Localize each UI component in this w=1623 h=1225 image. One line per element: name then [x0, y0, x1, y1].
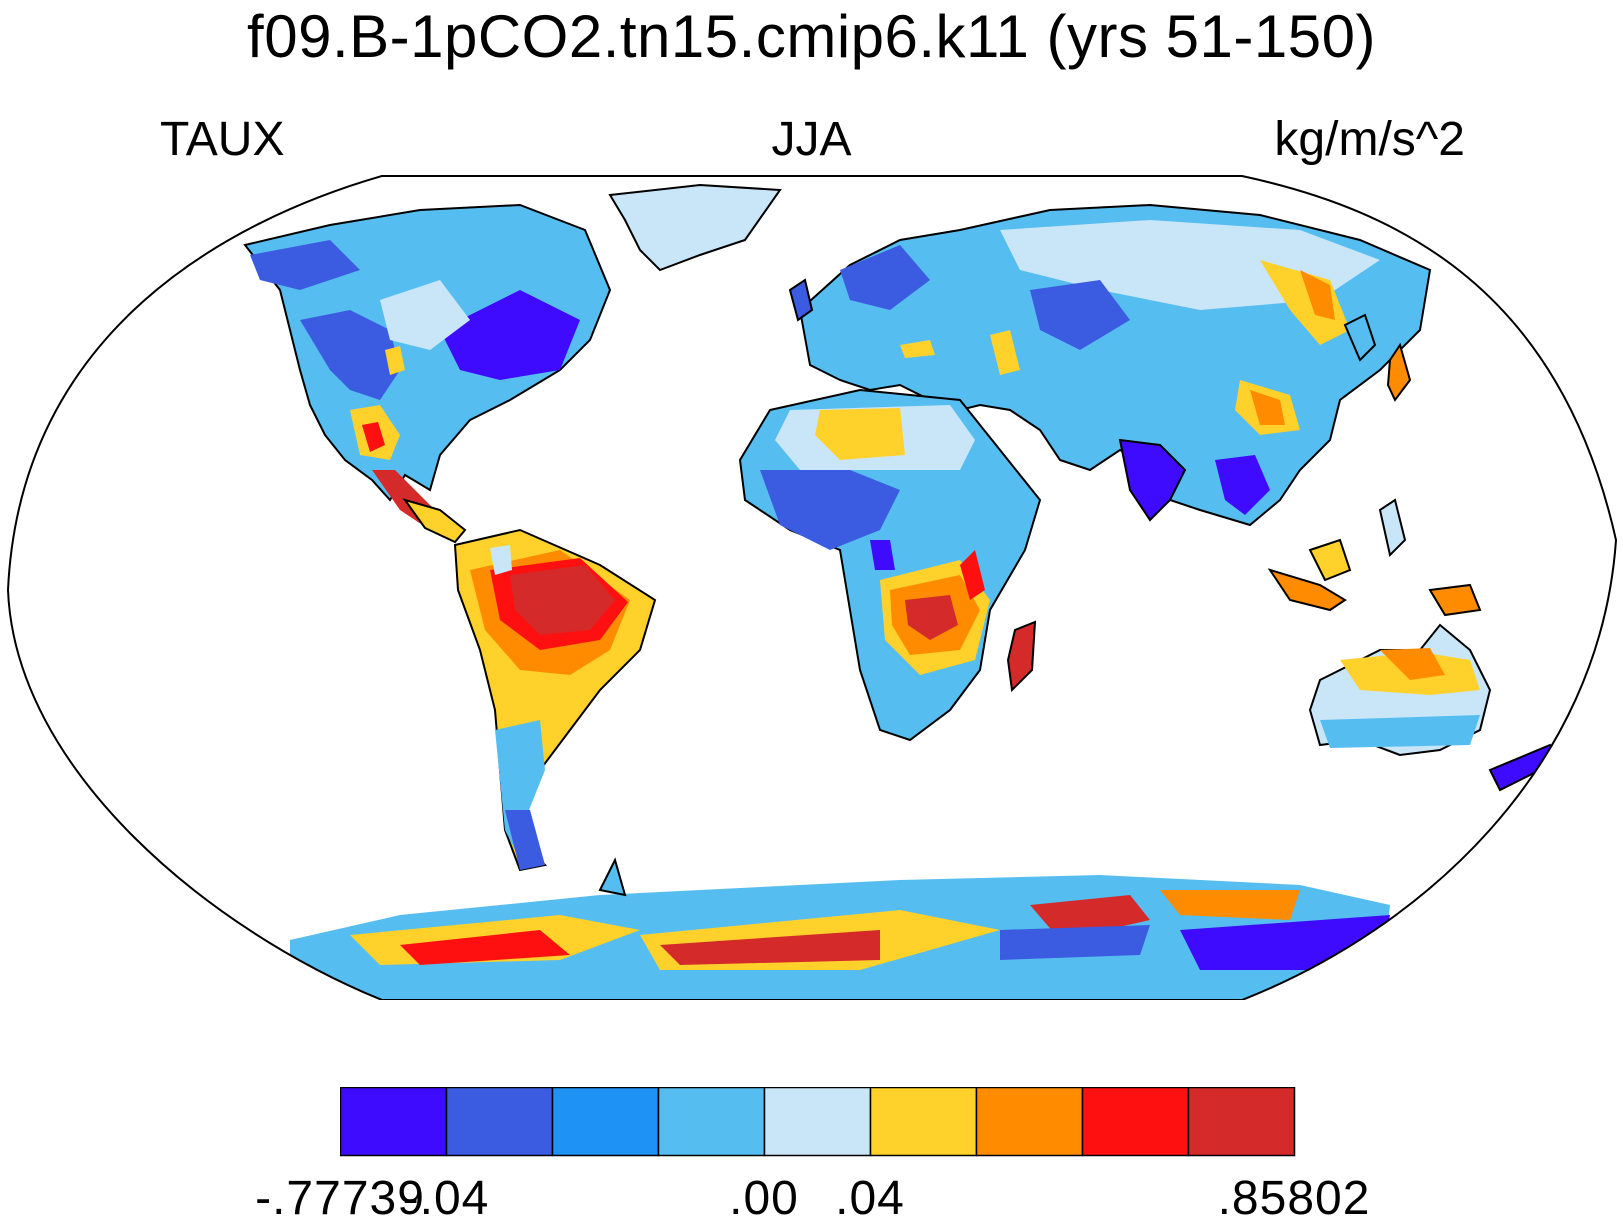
colorbar-swatch [445, 1087, 554, 1157]
colorbar-tick-label: -.77739 [255, 1172, 425, 1225]
colorbar-tick-label: .04 [835, 1172, 905, 1225]
colorbar [340, 1087, 1296, 1157]
colorbar-swatch [1081, 1087, 1190, 1157]
colorbar-tick-label: .85802 [1217, 1172, 1371, 1225]
colorbar-swatch [763, 1087, 872, 1157]
colorbar-swatch [340, 1087, 448, 1157]
colorbar-tick-label: .00 [729, 1172, 799, 1225]
japan-islands [1386, 342, 1412, 402]
north-america [243, 203, 612, 544]
greenland [608, 183, 782, 272]
plot-title: f09.B-1pCO2.tn15.cmip6.k11 (yrs 51-150) [247, 3, 1376, 70]
colorbar-swatch [869, 1087, 978, 1157]
colorbar-swatch [551, 1087, 660, 1157]
south-america [453, 528, 657, 872]
colorbar-swatch [975, 1087, 1084, 1157]
colorbar-tick-label: -.04 [402, 1172, 490, 1225]
units-label: kg/m/s^2 [1274, 113, 1465, 166]
world-map [6, 175, 1618, 1000]
maritime-southeast-asia [1267, 498, 1482, 617]
map-border [6, 175, 1618, 1000]
britain-islands [788, 278, 814, 322]
colorbar-swatch [1187, 1087, 1296, 1157]
antarctica [290, 857, 1390, 1000]
africa [738, 388, 1042, 742]
australia [1308, 623, 1562, 792]
season-label: JJA [771, 113, 852, 166]
eurasia [798, 203, 1432, 527]
colorbar-swatch [657, 1087, 766, 1157]
variable-label: TAUX [160, 113, 285, 166]
